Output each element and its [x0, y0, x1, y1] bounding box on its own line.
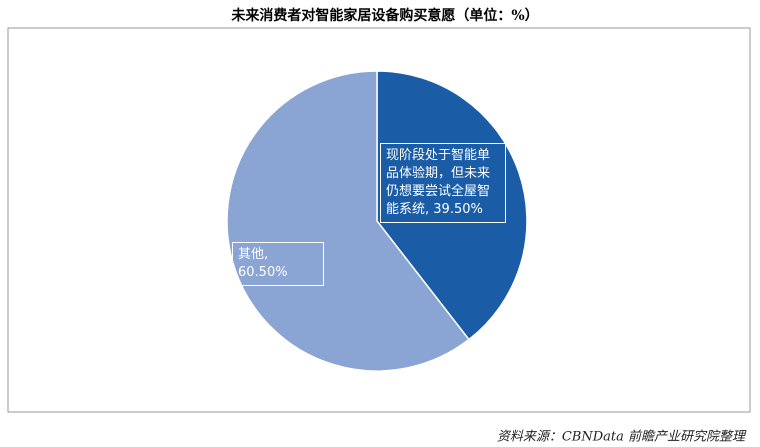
label-value: 39.50%	[433, 202, 483, 217]
source-note: 资料来源：CBNData 前瞻产业研究院整理	[497, 429, 747, 445]
chart-title: 未来消费者对智能家居设备购买意愿（单位：%）	[231, 7, 538, 24]
label-value: 60.50%	[238, 265, 288, 280]
label-category: 其他	[238, 247, 268, 262]
pie-slice	[226, 70, 470, 372]
data-label: 其他 60.50%	[232, 242, 324, 286]
pie-slice	[376, 70, 528, 341]
chart-border	[7, 27, 751, 413]
data-label: 现阶段处于智能单品体验期，但未来仍想要尝试全屋智能系统39.50%	[380, 143, 506, 223]
